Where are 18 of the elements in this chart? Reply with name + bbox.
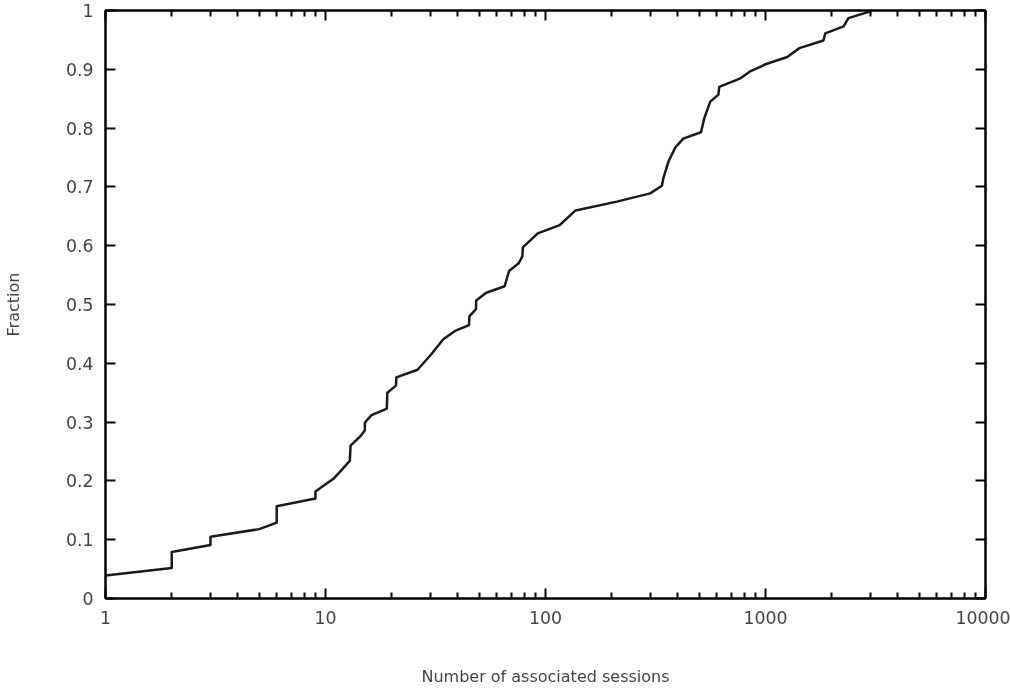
y-tick-label: 1: [82, 1, 94, 21]
y-axis-title: Fraction: [3, 272, 23, 337]
y-tick-label: 0.7: [65, 177, 94, 198]
y-tick-label: 0.5: [65, 295, 94, 315]
x-tick-label: 1: [99, 607, 112, 628]
y-tick-label: 0.3: [65, 412, 94, 433]
x-tick-label: 100: [528, 607, 563, 628]
y-tick-label: 0.2: [65, 471, 94, 492]
y-tick-label: 0.1: [65, 530, 94, 551]
x-tick-label: 1000: [743, 607, 788, 628]
x-axis-title: Number of associated sessions: [421, 666, 670, 686]
y-tick-label: 0.4: [65, 353, 94, 374]
x-tick-label: 10: [314, 607, 337, 628]
y-tick-label: 0.6: [65, 236, 94, 257]
x-tick-label: 10000: [955, 607, 1010, 628]
y-tick-label: 0.9: [65, 59, 94, 80]
y-tick-label: 0.8: [65, 118, 94, 139]
y-tick-label: 0: [82, 589, 94, 609]
